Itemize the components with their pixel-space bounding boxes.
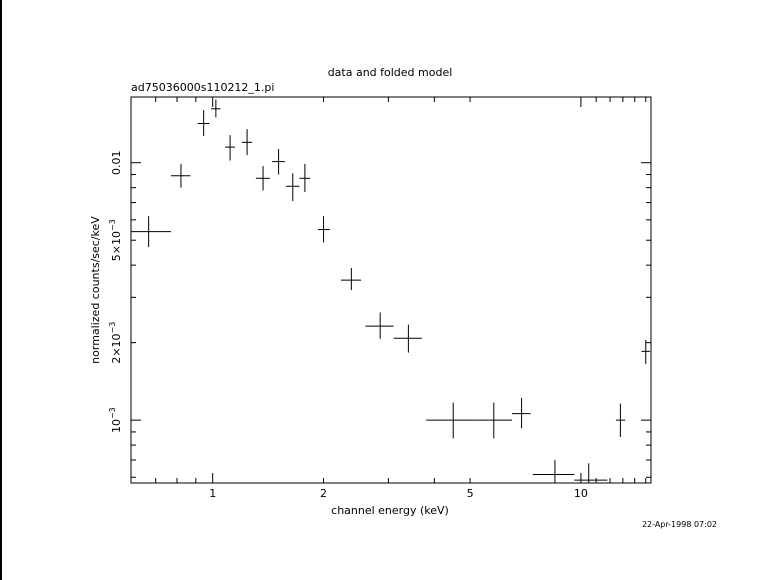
data-point xyxy=(317,216,330,243)
window-left-border xyxy=(0,0,2,580)
data-points xyxy=(131,99,650,483)
data-point xyxy=(615,403,626,438)
data-point xyxy=(473,402,513,439)
x-tick-labels: 1 2 5 10 xyxy=(209,487,588,500)
data-point xyxy=(197,110,210,136)
data-point xyxy=(512,397,531,429)
y-tick-label: 0.01 xyxy=(110,150,123,175)
data-point xyxy=(170,163,191,188)
y-axis-label: normalized counts/sec/keV xyxy=(89,216,102,364)
data-point xyxy=(299,163,311,192)
x-axis-label: channel energy (keV) xyxy=(331,504,449,517)
data-point xyxy=(224,135,236,161)
x-tick-label: 1 xyxy=(209,487,216,500)
data-point xyxy=(393,324,422,353)
x-tick-label: 10 xyxy=(574,487,588,500)
data-point xyxy=(255,166,270,191)
data-point xyxy=(272,149,285,175)
footer-timestamp: 22-Apr-1998 07:02 xyxy=(642,520,717,529)
data-point xyxy=(365,312,394,339)
x-tick-label: 2 xyxy=(320,487,327,500)
y-tick-label: 10−3 xyxy=(108,407,123,433)
axis-ticks xyxy=(130,97,651,483)
data-point xyxy=(131,216,171,248)
data-point xyxy=(241,129,253,156)
data-point xyxy=(532,460,575,483)
chart-subtitle-filename: ad75036000s110212_1.pi xyxy=(131,81,274,94)
y-tick-label: 5×10−3 xyxy=(108,219,123,261)
y-tick-labels: 10−3 2×10−3 5×10−3 0.01 xyxy=(108,150,123,433)
data-point xyxy=(426,402,474,439)
data-point xyxy=(574,463,608,483)
data-point xyxy=(285,173,300,202)
data-point xyxy=(641,339,650,365)
data-point xyxy=(340,267,362,291)
data-point xyxy=(211,99,221,118)
x-tick-label: 5 xyxy=(467,487,474,500)
chart-title: data and folded model xyxy=(328,66,453,79)
plot-frame xyxy=(130,96,652,484)
y-tick-label: 2×10−3 xyxy=(108,322,123,364)
